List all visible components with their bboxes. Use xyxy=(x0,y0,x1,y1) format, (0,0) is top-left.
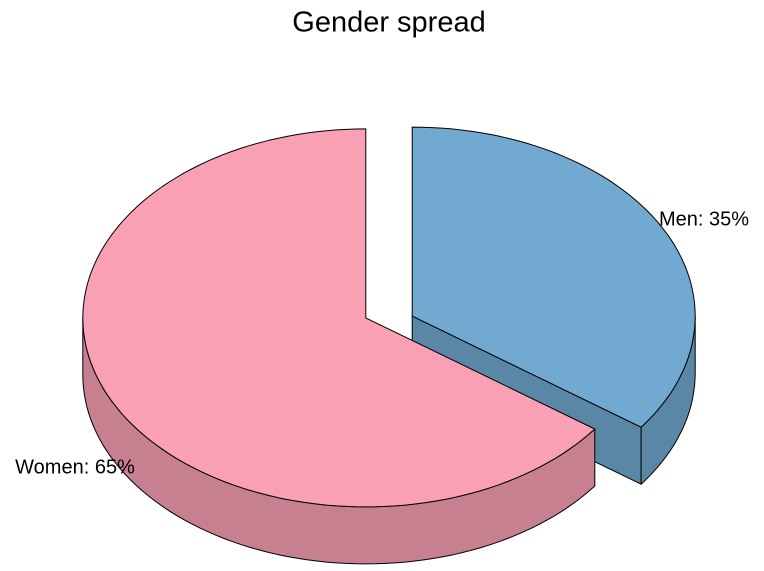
chart-title: Gender spread xyxy=(292,7,485,39)
slice-label: Women: 65% xyxy=(15,456,135,478)
slice xyxy=(411,126,696,428)
slice xyxy=(82,128,596,508)
slice-label: Men: 35% xyxy=(659,208,749,230)
